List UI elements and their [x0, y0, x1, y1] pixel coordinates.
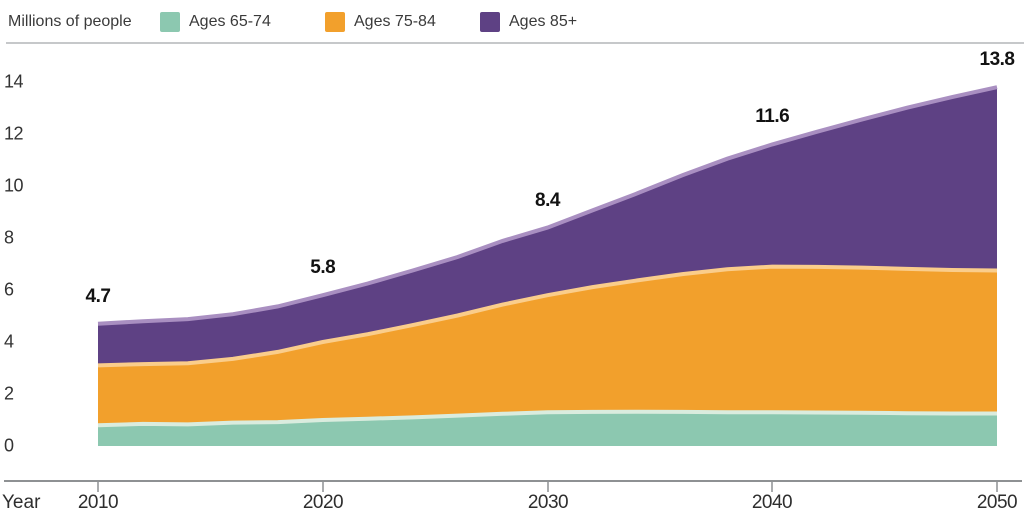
legend-item-ages-65-74: Ages 65-74 [160, 11, 271, 33]
legend-item-ages-75-84: Ages 75-84 [325, 11, 436, 33]
area-layers [97, 85, 998, 446]
y-tick-label: 10 [4, 175, 24, 196]
x-tick-label: 2010 [77, 492, 119, 513]
y-tick-label: 2 [4, 383, 14, 404]
legend-swatch-teal-icon [160, 12, 180, 32]
y-axis-title: Millions of people [8, 13, 132, 30]
header-separator-line [6, 42, 1024, 44]
data-label-2020-total: 5.8 [310, 257, 336, 279]
y-tick-label: 8 [4, 227, 14, 248]
data-label-2040-total: 11.6 [755, 106, 790, 128]
legend-item-ages-85plus: Ages 85+ [480, 11, 577, 33]
legend-label: Ages 75-84 [354, 13, 436, 30]
legend-label: Ages 65-74 [189, 13, 271, 30]
area-top-edge [97, 85, 998, 326]
area-ages-75-84 [98, 266, 997, 446]
x-axis-title: Year [2, 492, 41, 513]
area-top-edge [97, 264, 998, 368]
x-axis [4, 480, 1022, 492]
y-tick-label: 14 [4, 71, 24, 92]
y-tick-label: 6 [4, 279, 14, 300]
y-tick-label: 4 [4, 331, 14, 352]
data-label-2030-total: 8.4 [535, 189, 560, 211]
y-tick-label: 12 [4, 123, 24, 144]
data-label-2050-total: 13.8 [979, 49, 1015, 71]
area-top-edge [97, 409, 997, 428]
x-tick-label: 2040 [751, 492, 793, 513]
x-tick-label: 2030 [527, 492, 569, 513]
data-label-2010-total: 4.7 [85, 285, 111, 307]
x-tick-label: 2050 [976, 492, 1018, 513]
legend-label: Ages 85+ [509, 13, 578, 30]
y-tick-label: 0 [4, 435, 14, 456]
legend-swatch-orange-icon [325, 12, 345, 32]
legend-swatch-purple-icon [480, 12, 500, 32]
x-tick-label: 2020 [302, 492, 344, 513]
